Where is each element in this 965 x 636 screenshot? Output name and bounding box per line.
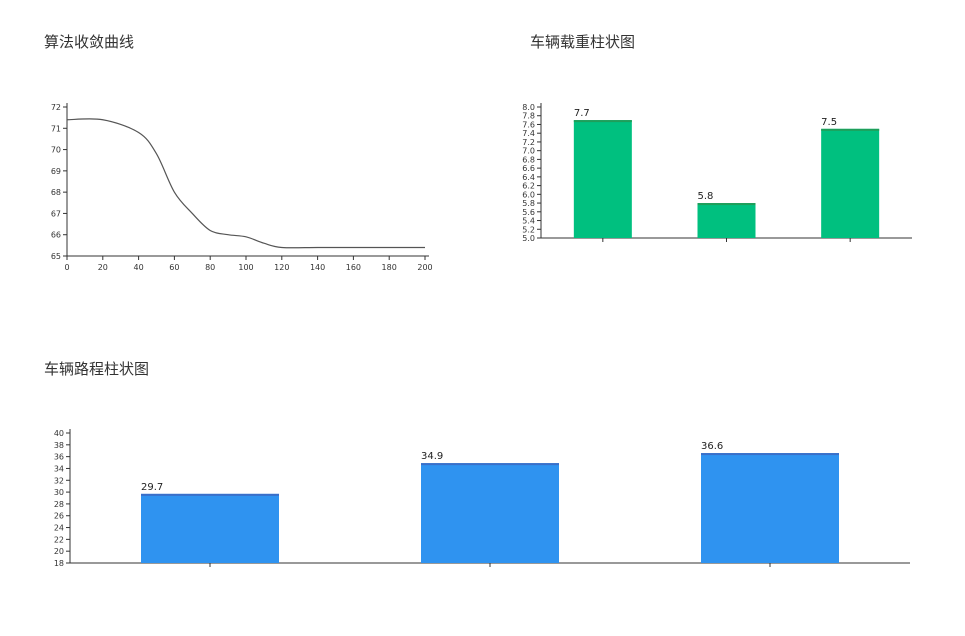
convergence-series-line	[66, 118, 425, 249]
bar-top-edge	[697, 203, 756, 206]
bar-value-label: 7.7	[574, 108, 590, 119]
y-tick-label: 6.4	[522, 173, 535, 182]
bar	[701, 453, 839, 563]
y-tick-label: 26	[54, 512, 64, 521]
y-tick-label: 7.8	[522, 112, 535, 121]
y-tick-label: 5.6	[522, 208, 535, 217]
y-tick-label: 5.0	[522, 234, 535, 243]
y-tick-label: 67	[51, 209, 61, 218]
y-tick-label: 7.4	[522, 129, 535, 138]
y-tick-label: 38	[54, 441, 64, 450]
bar-value-label: 36.6	[701, 441, 723, 452]
y-tick-label: 5.2	[522, 225, 535, 234]
y-tick-label: 5.4	[522, 217, 535, 226]
y-tick-label: 28	[54, 500, 64, 509]
y-tick-label: 7.2	[522, 138, 535, 147]
bar	[573, 120, 632, 238]
y-tick-label: 69	[51, 167, 61, 176]
y-tick-label: 6.2	[522, 182, 535, 191]
bar-value-label: 7.5	[821, 117, 837, 128]
y-tick-label: 66	[51, 231, 61, 240]
y-tick-label: 70	[51, 146, 61, 155]
y-tick-label: 30	[54, 488, 64, 497]
bar	[141, 493, 279, 563]
bar-top-edge	[701, 453, 839, 456]
convergence-chart-title: 算法收敛曲线	[44, 34, 135, 51]
y-tick-label: 18	[54, 559, 64, 568]
y-tick-label: 7.6	[522, 120, 535, 129]
y-tick-label: 22	[54, 535, 64, 544]
y-tick-label: 34	[54, 464, 64, 473]
bar-value-label: 29.7	[141, 482, 163, 493]
x-tick-label: 80	[205, 263, 215, 272]
bar-value-label: 34.9	[421, 451, 443, 462]
y-tick-label: 71	[51, 124, 61, 133]
x-tick-label: 60	[169, 263, 179, 272]
load-chart-title: 车辆载重柱状图	[530, 34, 636, 51]
y-tick-label: 6.6	[522, 164, 535, 173]
y-tick-label: 72	[51, 103, 61, 112]
y-tick-label: 5.8	[522, 199, 535, 208]
y-tick-label: 6.0	[522, 190, 535, 199]
y-tick-label: 36	[54, 453, 64, 462]
y-tick-label: 6.8	[522, 155, 535, 164]
x-tick-label: 200	[417, 263, 432, 272]
x-tick-label: 20	[98, 263, 108, 272]
bar-top-edge	[821, 128, 880, 131]
x-tick-label: 40	[134, 263, 144, 272]
y-tick-label: 32	[54, 476, 64, 485]
bar-top-edge	[141, 493, 279, 496]
x-tick-label: 180	[382, 263, 397, 272]
distance-chart-title: 车辆路程柱状图	[44, 361, 150, 378]
x-tick-label: 160	[346, 263, 361, 272]
y-tick-label: 40	[54, 429, 64, 438]
bar-top-edge	[421, 463, 559, 466]
y-tick-label: 7.0	[522, 147, 535, 156]
y-tick-label: 8.0	[522, 103, 535, 112]
x-tick-label: 140	[310, 263, 325, 272]
bar	[697, 203, 756, 238]
y-tick-label: 20	[54, 547, 64, 556]
bar-top-edge	[573, 120, 632, 123]
x-tick-label: 0	[64, 263, 69, 272]
bar-value-label: 5.8	[698, 191, 714, 202]
x-tick-label: 100	[238, 263, 253, 272]
y-tick-label: 65	[51, 252, 61, 261]
y-tick-label: 68	[51, 188, 61, 197]
y-tick-label: 24	[54, 524, 64, 533]
bar	[821, 128, 880, 238]
bar	[421, 463, 559, 563]
x-tick-label: 120	[274, 263, 289, 272]
